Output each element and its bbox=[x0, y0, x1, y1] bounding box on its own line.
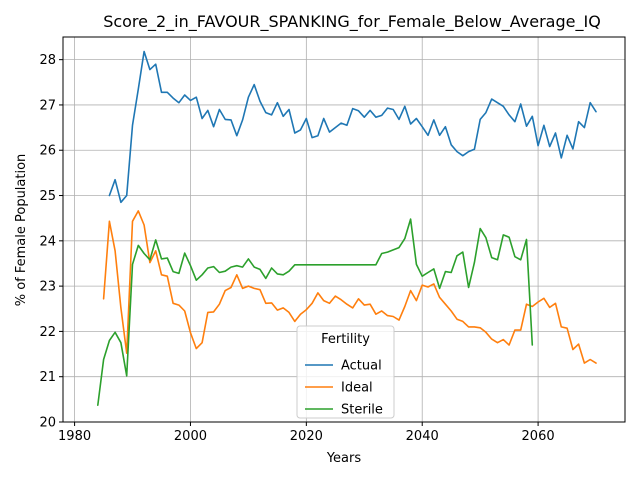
legend: Fertility Actual Ideal Sterile bbox=[296, 325, 395, 419]
series-line-ideal bbox=[102, 210, 597, 364]
x-axis-title: Years bbox=[326, 451, 362, 466]
legend-box bbox=[296, 325, 395, 419]
legend-title: Fertility bbox=[321, 332, 370, 347]
x-axis: 1980 2000 2020 2040 2060 bbox=[58, 422, 555, 444]
plot-area-frame bbox=[62, 36, 626, 423]
series-line-actual bbox=[108, 50, 597, 204]
y-tick-label: 21 bbox=[39, 370, 56, 385]
legend-label-sterile: Sterile bbox=[341, 403, 383, 418]
y-tick-label: 20 bbox=[39, 416, 56, 431]
x-tick-label: 2020 bbox=[290, 429, 323, 444]
y-axis-title: % of Female Population bbox=[14, 154, 29, 307]
y-tick-label: 25 bbox=[39, 189, 56, 204]
series-line-sterile bbox=[97, 218, 534, 407]
x-tick-label: 2040 bbox=[406, 429, 439, 444]
y-tick-label: 28 bbox=[39, 53, 56, 68]
x-tick-label: 2000 bbox=[174, 429, 207, 444]
y-tick-label: 22 bbox=[39, 325, 56, 340]
chart-title: Score_2_in_FAVOUR_SPANKING_for_Female_Be… bbox=[103, 12, 601, 32]
series-layer bbox=[97, 50, 597, 407]
y-tick-label: 23 bbox=[39, 280, 56, 295]
legend-label-actual: Actual bbox=[341, 359, 382, 374]
legend-label-ideal: Ideal bbox=[341, 381, 373, 396]
x-tick-label: 2060 bbox=[522, 429, 555, 444]
y-tick-label: 27 bbox=[39, 98, 56, 113]
y-tick-label: 24 bbox=[39, 234, 56, 249]
y-tick-label: 26 bbox=[39, 144, 56, 159]
y-axis: 20 21 22 23 24 25 26 27 28 bbox=[39, 53, 63, 431]
x-tick-label: 1980 bbox=[58, 429, 91, 444]
